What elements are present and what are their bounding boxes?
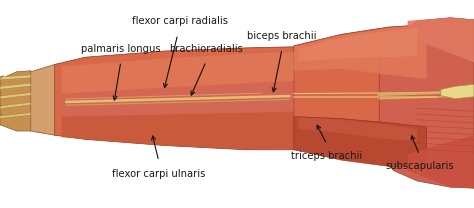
Polygon shape [55, 47, 294, 150]
Polygon shape [379, 18, 474, 188]
Polygon shape [0, 93, 31, 99]
Polygon shape [294, 116, 427, 166]
Polygon shape [0, 83, 31, 89]
Polygon shape [0, 78, 1, 85]
Text: flexor carpi radialis: flexor carpi radialis [132, 16, 228, 26]
Polygon shape [0, 76, 4, 86]
Polygon shape [62, 111, 294, 150]
Polygon shape [441, 84, 474, 99]
Text: brachioradialis: brachioradialis [169, 44, 243, 54]
Polygon shape [294, 25, 427, 79]
Polygon shape [299, 118, 417, 141]
Text: palmaris longus: palmaris longus [81, 44, 161, 54]
Polygon shape [62, 52, 294, 94]
Polygon shape [0, 75, 31, 80]
Polygon shape [62, 82, 294, 115]
Polygon shape [0, 71, 31, 131]
Text: flexor carpi ulnaris: flexor carpi ulnaris [112, 169, 205, 179]
Polygon shape [12, 64, 55, 135]
Polygon shape [0, 108, 1, 113]
Polygon shape [408, 135, 474, 188]
Polygon shape [0, 102, 31, 109]
Text: triceps brachii: triceps brachii [292, 151, 363, 161]
Text: subscapularis: subscapularis [385, 161, 454, 171]
Polygon shape [0, 83, 1, 90]
Polygon shape [0, 99, 1, 106]
Polygon shape [0, 107, 2, 115]
Polygon shape [408, 18, 474, 62]
Text: biceps brachii: biceps brachii [247, 31, 317, 41]
Polygon shape [0, 113, 31, 118]
Polygon shape [299, 28, 417, 61]
Polygon shape [294, 24, 474, 168]
